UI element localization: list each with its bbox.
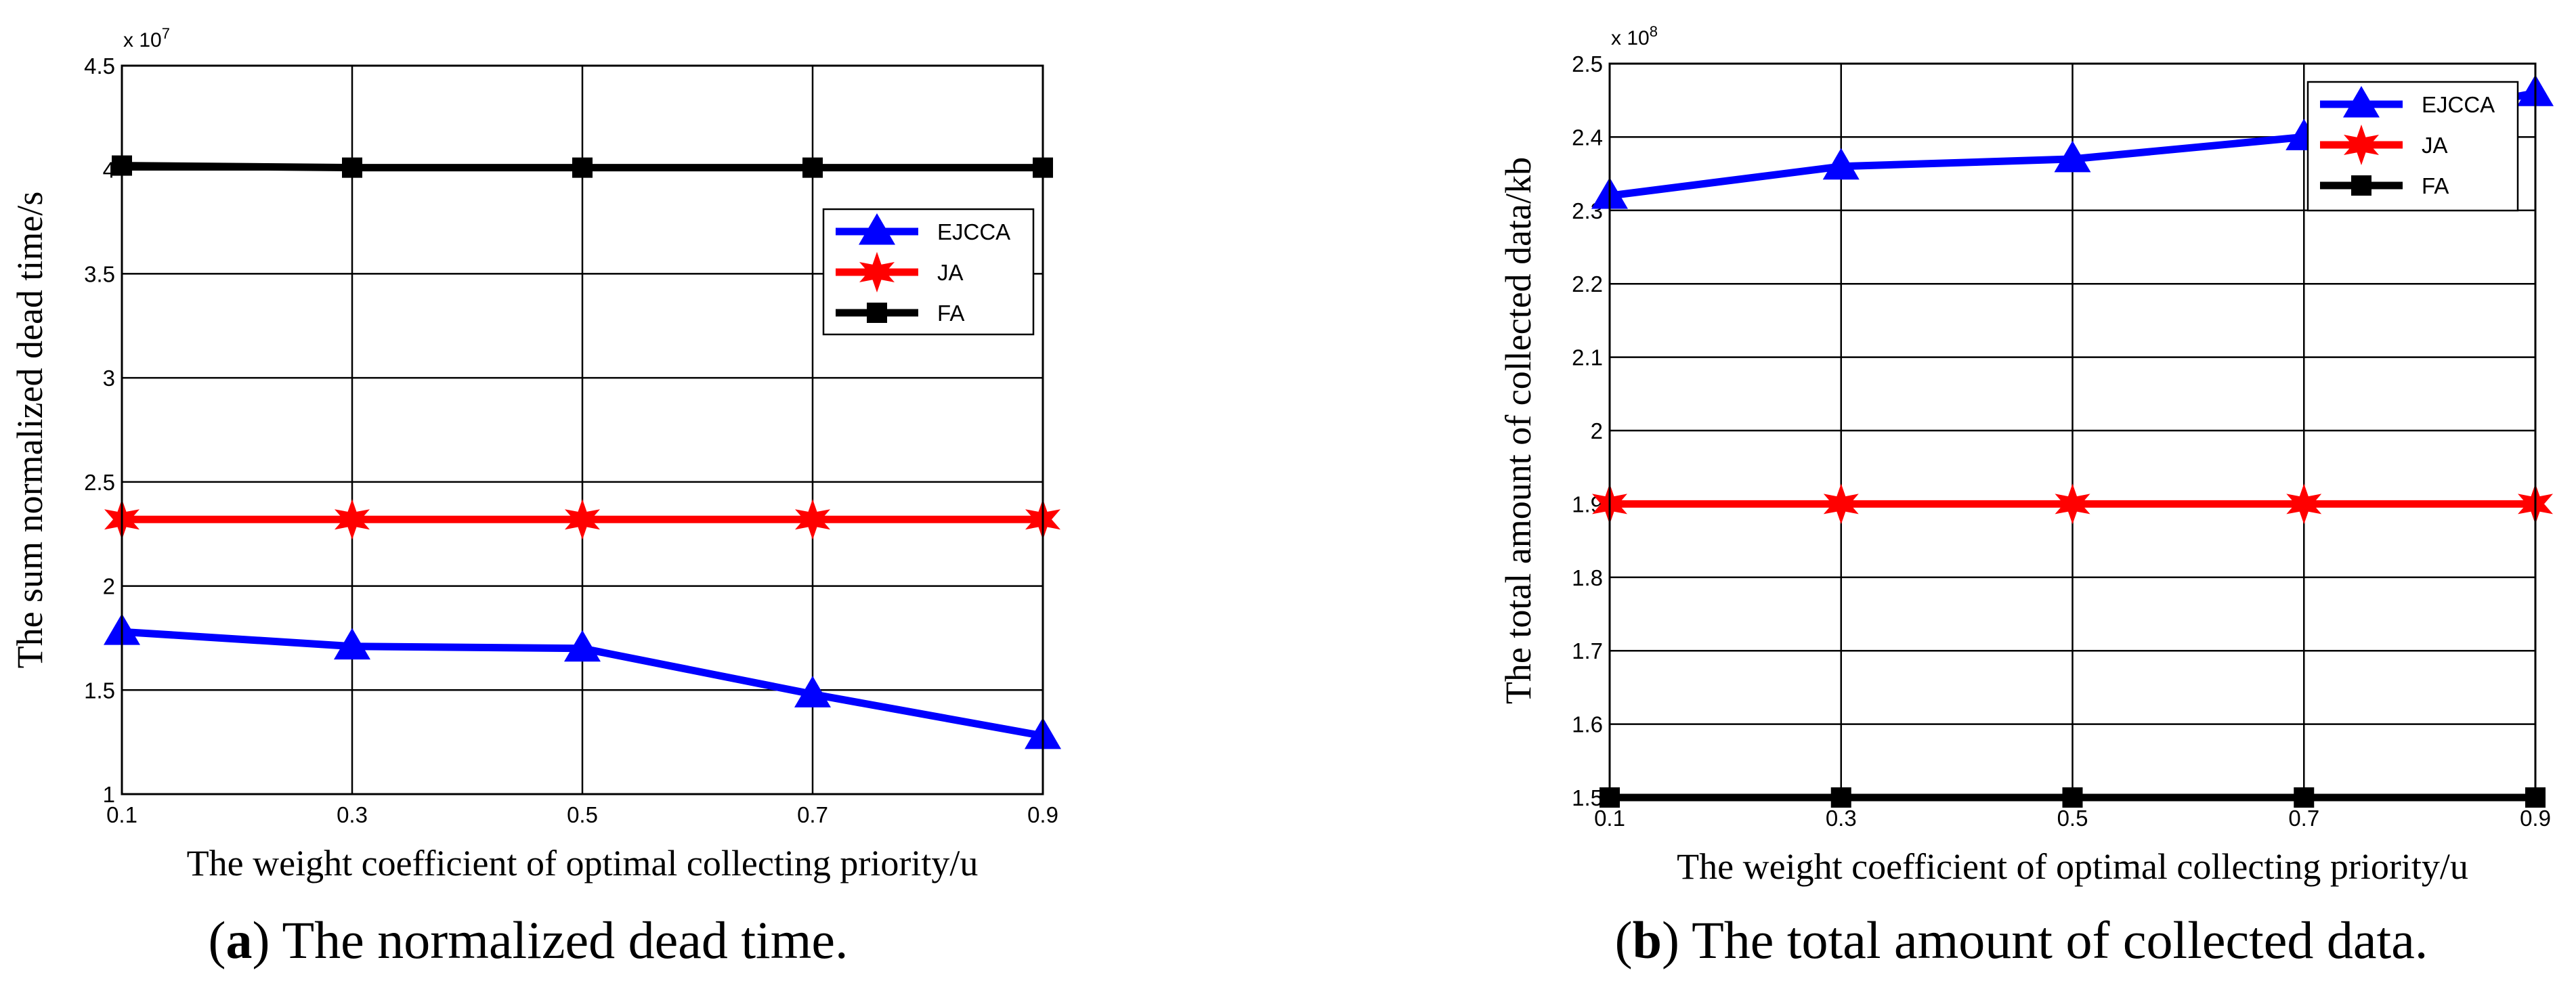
point-ja <box>335 499 370 540</box>
y-tick-label: 3 <box>103 366 115 391</box>
y-tick-label: 1.8 <box>1572 565 1603 590</box>
point-ejcca <box>2054 140 2091 173</box>
y-tick-label: 1.6 <box>1572 712 1603 737</box>
x-tick-label: 0.3 <box>1826 806 1857 831</box>
legend-marker-ejcca <box>859 213 895 245</box>
figure-caption: (b) The total amount of collected data. <box>1615 911 2428 969</box>
axes-frame <box>1608 62 2537 799</box>
caption-paren-open: ( <box>1615 911 1633 969</box>
y-exponent-power: 8 <box>1650 23 1658 40</box>
caption-paren-close: ) <box>252 911 270 969</box>
x-tick-label: 0.1 <box>1594 806 1625 831</box>
y-tick-label: 3.5 <box>84 261 115 286</box>
legend-marker-ejcca <box>2343 86 2380 118</box>
y-tick-label: 2 <box>1591 418 1603 443</box>
point-ejcca <box>1822 148 1860 180</box>
legend: EJCCA JA FA <box>822 208 1035 336</box>
x-tick-label: 0.9 <box>2520 806 2551 831</box>
legend-marker-ja <box>2344 125 2379 165</box>
x-tick-label: 0.9 <box>1027 802 1058 827</box>
legend-marker-fa <box>2351 175 2371 196</box>
point-ja <box>2055 483 2090 525</box>
y-tick-label: 2.2 <box>1572 271 1603 297</box>
point-ejcca <box>564 630 601 662</box>
chart-panel-a: 0.1 0.3 0.5 0.7 0.911.522.533.544.5x 107EJCC… <box>9 25 1061 969</box>
point-ja <box>565 499 600 540</box>
x-tick-label: 0.1 <box>106 802 137 827</box>
axes-frame <box>121 64 1044 795</box>
x-tick-label: 0.5 <box>2057 806 2088 831</box>
point-fa <box>342 157 362 178</box>
y-exponent-power: 7 <box>162 25 170 42</box>
y-tick-label: 1.5 <box>84 678 115 703</box>
point-ja <box>795 499 830 540</box>
y-tick-label: 1.5 <box>1572 785 1603 810</box>
y-tick-label: 2 <box>103 574 115 599</box>
legend-label: FA <box>2422 173 2449 198</box>
x-tick-label: 0.7 <box>2288 806 2319 831</box>
y-tick-label: 2.5 <box>84 470 115 495</box>
caption-paren-open: ( <box>208 911 226 969</box>
caption-label: a <box>226 911 252 969</box>
chart-panel-b: 0.1 0.3 0.5 0.7 0.91.51.61.71.81.922.12.22.3… <box>1498 23 2554 969</box>
point-ejcca <box>334 628 370 660</box>
legend-label: JA <box>2422 133 2448 158</box>
x-tick-label: 0.7 <box>797 802 828 827</box>
y-tick-label: 2.5 <box>1572 51 1603 77</box>
figure-caption: (a) The normalized dead time. <box>208 911 848 969</box>
legend-label: EJCCA <box>937 219 1010 244</box>
caption-label: b <box>1633 911 1662 969</box>
legend-label: JA <box>937 260 964 285</box>
y-axis-label: The total amount of collected data/kb <box>1498 157 1539 704</box>
legend-marker-ja <box>859 252 895 292</box>
y-exponent-label: x 108 <box>1611 23 1658 49</box>
point-fa <box>802 157 823 178</box>
point-fa <box>572 157 593 178</box>
y-exponent-label: x 107 <box>123 25 170 51</box>
x-axis-label: The weight coefficient of optimal collec… <box>1677 846 2468 887</box>
y-tick-label: 4.5 <box>84 53 115 79</box>
x-tick-label: 0.5 <box>567 802 598 827</box>
legend-label: FA <box>937 301 964 326</box>
legend: EJCCA JA FA <box>2306 81 2519 212</box>
point-ejcca <box>794 676 831 707</box>
point-ja <box>2286 483 2322 525</box>
y-axis-label: The sum normalized dead time/s <box>9 192 50 669</box>
x-axis-label: The weight coefficient of optimal collec… <box>187 843 979 883</box>
y-tick-label: 2.1 <box>1572 345 1603 370</box>
y-tick-label: 1.7 <box>1572 638 1603 663</box>
x-tick-label: 0.3 <box>337 802 368 827</box>
legend-marker-fa <box>867 303 887 323</box>
legend-label: EJCCA <box>2422 92 2495 117</box>
y-tick-label: 1 <box>103 782 115 807</box>
caption-text: The total amount of collected data. <box>1679 911 2428 969</box>
y-tick-label: 2.4 <box>1572 125 1603 150</box>
point-ja <box>1823 483 1859 525</box>
caption-paren-close: ) <box>1662 911 1679 969</box>
caption-text: The normalized dead time. <box>270 911 848 969</box>
